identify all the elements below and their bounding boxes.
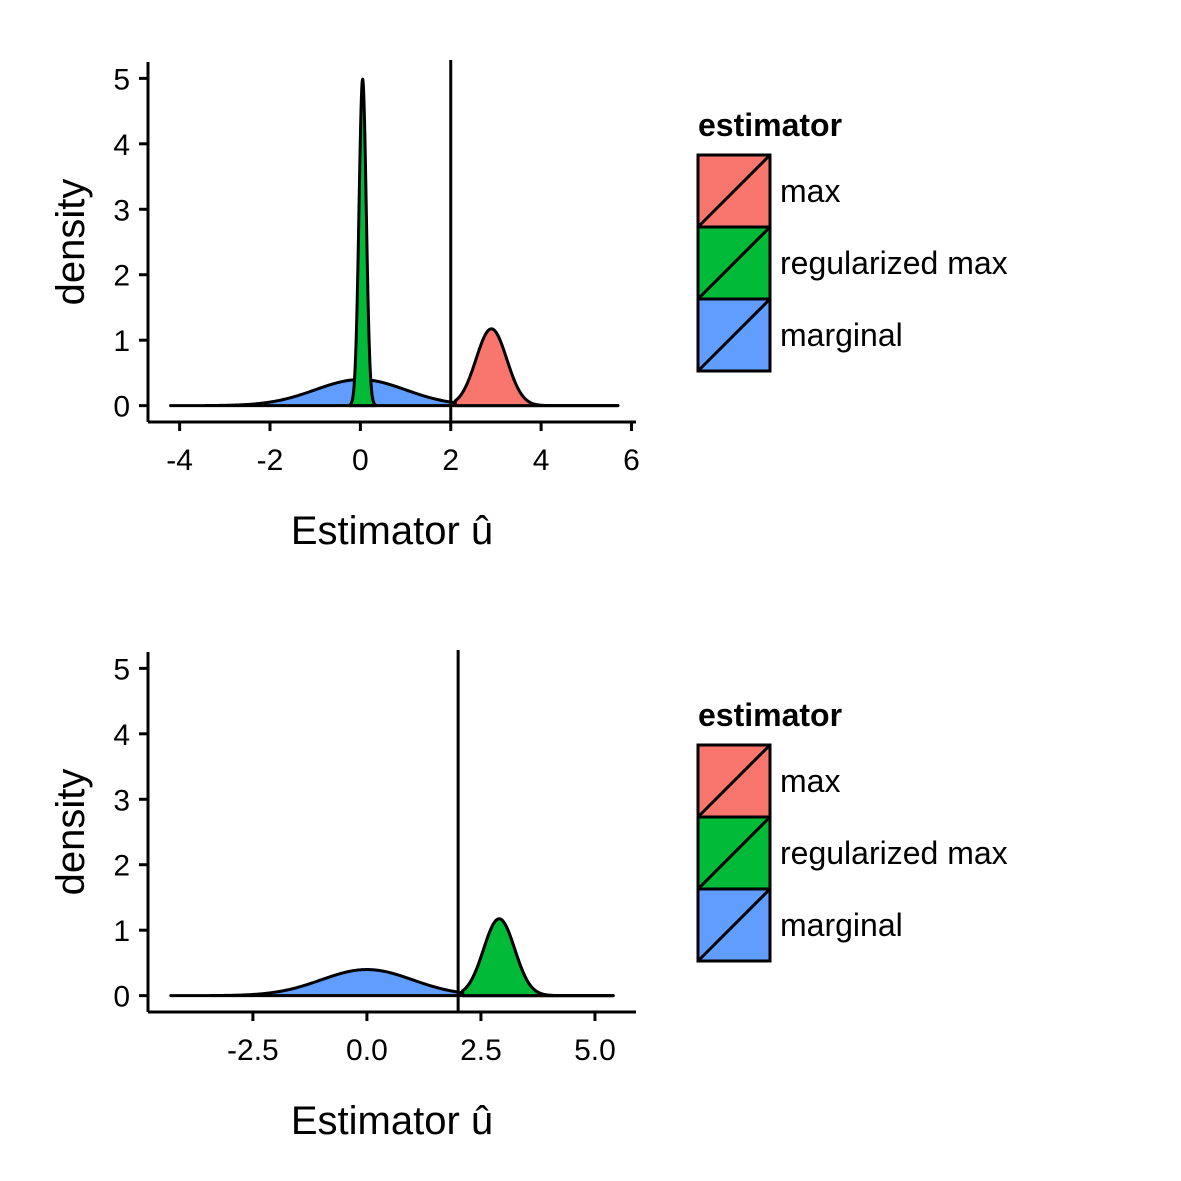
y-tick-label: 4 [113,129,130,162]
legend-title: estimator [698,697,842,733]
y-tick-label: 3 [113,194,130,227]
x-tick-label: 0.0 [346,1034,388,1067]
density-area-marginal [169,378,620,408]
legend-key-diagonal [696,887,772,963]
x-axis-title: Estimator û [291,509,493,553]
y-tick-label: 1 [113,915,130,948]
x-tick-label: 0 [352,444,369,477]
legend-key-diagonal [696,225,772,301]
density-area-regularized-max [461,917,615,998]
x-tick-label: -4 [166,444,193,477]
legend-key-diagonal [696,297,772,373]
x-tick-label: 5.0 [574,1034,616,1067]
legend-label: max [780,173,840,209]
x-tick-label: 2.5 [460,1034,502,1067]
y-tick-label: 0 [113,391,130,424]
x-axis-title: Estimator û [291,1099,493,1143]
x-tick-label: -2.5 [227,1034,279,1067]
legend-key-diagonal [696,815,772,891]
legend-label: regularized max [780,835,1008,871]
y-tick-label: 1 [113,325,130,358]
y-tick-label: 3 [113,784,130,817]
panel-2: 0 1 2 3 4 5 -2.5 0.0 2.5 5.0 Estimator û density est… [49,650,1008,1143]
legend: estimator max regularized max marginal [696,107,1008,373]
density-area-max [453,327,620,408]
y-axis-title: density [49,769,93,896]
y-tick-label: 2 [113,260,130,293]
panel-1: 0 1 2 3 4 5 -4 -2 0 2 4 6 Estimator û density estimato… [49,60,1008,553]
legend-label: regularized max [780,245,1008,281]
legend-label: marginal [780,317,903,353]
legend-key-diagonal [696,153,772,229]
y-tick-label: 4 [113,719,130,752]
legend-title: estimator [698,107,842,143]
x-tick-label: -2 [257,444,284,477]
y-tick-label: 0 [113,981,130,1014]
y-axis-title: density [49,179,93,306]
legend: estimator max regularized max marginal [696,697,1008,963]
x-tick-label: 6 [623,444,640,477]
legend-label: marginal [780,907,903,943]
legend-key-diagonal [696,743,772,819]
x-tick-label: 4 [533,444,550,477]
density-area-regularized-max [347,77,378,408]
x-tick-label: 2 [442,444,459,477]
y-tick-label: 5 [113,653,130,686]
y-tick-label: 2 [113,850,130,883]
y-tick-label: 5 [113,63,130,96]
legend-label: max [780,763,840,799]
density-area-marginal [169,968,615,998]
